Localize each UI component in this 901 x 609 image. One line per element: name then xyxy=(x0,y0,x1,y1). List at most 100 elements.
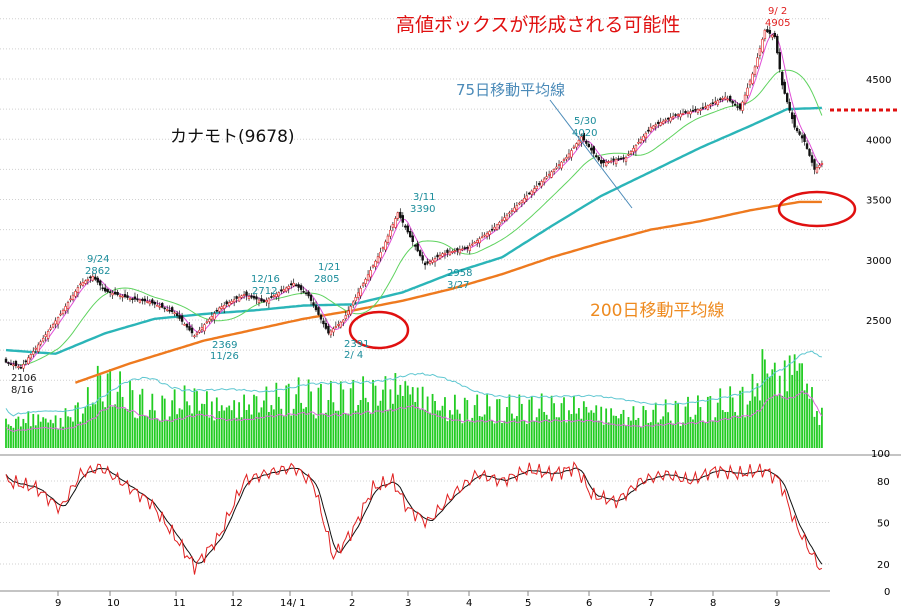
volume-bar xyxy=(652,409,655,448)
volume-bar xyxy=(473,405,476,448)
volume-bar xyxy=(704,422,707,448)
candle-body xyxy=(456,248,459,251)
svg-text:5/30: 5/30 xyxy=(574,116,596,127)
candle-body xyxy=(490,228,494,231)
volume-bar xyxy=(520,403,523,448)
volume-bar xyxy=(302,408,305,448)
volume-bar xyxy=(114,404,117,448)
candle-body xyxy=(250,295,253,298)
volume-bar xyxy=(818,424,821,448)
candle-body xyxy=(384,241,387,251)
volume-bar xyxy=(297,377,300,448)
volume-bar xyxy=(94,404,97,448)
candle-body xyxy=(379,251,382,259)
volume-bar xyxy=(265,386,268,448)
candle-body xyxy=(27,357,30,364)
volume-bar xyxy=(639,426,642,448)
candle-body xyxy=(498,222,501,226)
volume-bar xyxy=(260,407,263,448)
volume-bar xyxy=(156,418,159,448)
volume-bar xyxy=(243,394,245,448)
volume-bar xyxy=(344,413,347,448)
candle-body xyxy=(59,313,62,316)
candle-body xyxy=(542,178,546,183)
volume-bar xyxy=(372,379,374,448)
volume-bar xyxy=(178,408,181,448)
volume-bar xyxy=(635,419,637,448)
candle-body xyxy=(818,165,821,168)
volume-bar xyxy=(22,418,25,448)
candle-body xyxy=(69,298,72,301)
chart-title: カナモト(9678) xyxy=(170,127,295,147)
candle-body xyxy=(696,109,700,113)
volume-bar xyxy=(29,426,32,448)
candle-body xyxy=(188,326,191,331)
candle-body xyxy=(416,243,419,252)
volume-bar xyxy=(362,376,365,448)
volume-bar xyxy=(511,413,513,448)
candle-body xyxy=(803,134,806,142)
volume-bar xyxy=(136,418,139,448)
candle-body xyxy=(431,259,434,263)
volume-bar xyxy=(186,401,188,448)
candle-body xyxy=(314,305,318,311)
volume-bar xyxy=(191,413,193,448)
volume-bar xyxy=(431,393,434,448)
candle-body xyxy=(666,117,670,120)
candle-body xyxy=(332,328,335,333)
volume-bar xyxy=(116,391,119,448)
volume-bar xyxy=(248,404,250,448)
candle-body xyxy=(14,360,18,367)
x-tick-label: 9 xyxy=(774,598,780,609)
candle-body xyxy=(237,296,241,302)
volume-bar xyxy=(37,414,40,448)
volume-bar xyxy=(563,397,565,448)
candle-body xyxy=(337,324,340,326)
volume-bar xyxy=(131,390,134,448)
volume-bar xyxy=(17,416,20,448)
volume-bar xyxy=(506,407,508,448)
candle-body xyxy=(530,190,533,195)
volume-bar xyxy=(139,394,141,448)
candle-body xyxy=(572,146,576,149)
candle-body xyxy=(793,115,796,128)
volume-bar xyxy=(7,424,10,448)
volume-bar xyxy=(109,369,112,448)
candle-body xyxy=(671,116,675,119)
candle-body xyxy=(163,307,166,310)
volume-bar xyxy=(332,402,335,448)
candle-body xyxy=(783,81,786,94)
candle-body xyxy=(436,254,439,258)
candle-body xyxy=(334,326,338,328)
candle-body xyxy=(741,101,744,111)
candle-body xyxy=(401,215,404,223)
volume-bar xyxy=(491,420,493,448)
oscillator-axis-ticks: 80 50 20 0 xyxy=(877,477,890,598)
volume-bar xyxy=(429,412,431,448)
candle-body xyxy=(552,169,556,172)
candle-body xyxy=(200,327,204,330)
candle-body xyxy=(483,234,486,237)
candle-body xyxy=(523,197,526,203)
volume-bar xyxy=(134,417,136,448)
volume-bar xyxy=(456,409,459,448)
candle-body xyxy=(215,309,218,312)
volume-bar xyxy=(632,406,635,448)
candle-body xyxy=(116,291,119,295)
candle-body xyxy=(391,224,395,228)
volume-bar xyxy=(667,412,670,448)
volume-bar xyxy=(49,419,52,448)
volume-bar xyxy=(72,421,74,448)
candle-body xyxy=(478,238,481,244)
volume-bar xyxy=(377,405,379,448)
ma25-line xyxy=(5,69,823,366)
candle-body xyxy=(113,291,117,295)
volume-bar xyxy=(5,418,7,448)
candle-body xyxy=(123,294,127,298)
candle-body xyxy=(24,360,28,363)
candle-body xyxy=(86,279,90,281)
volume-bar xyxy=(146,416,149,448)
candle-body xyxy=(146,301,149,303)
volume-bar xyxy=(798,363,801,448)
volume-bar xyxy=(255,396,258,448)
